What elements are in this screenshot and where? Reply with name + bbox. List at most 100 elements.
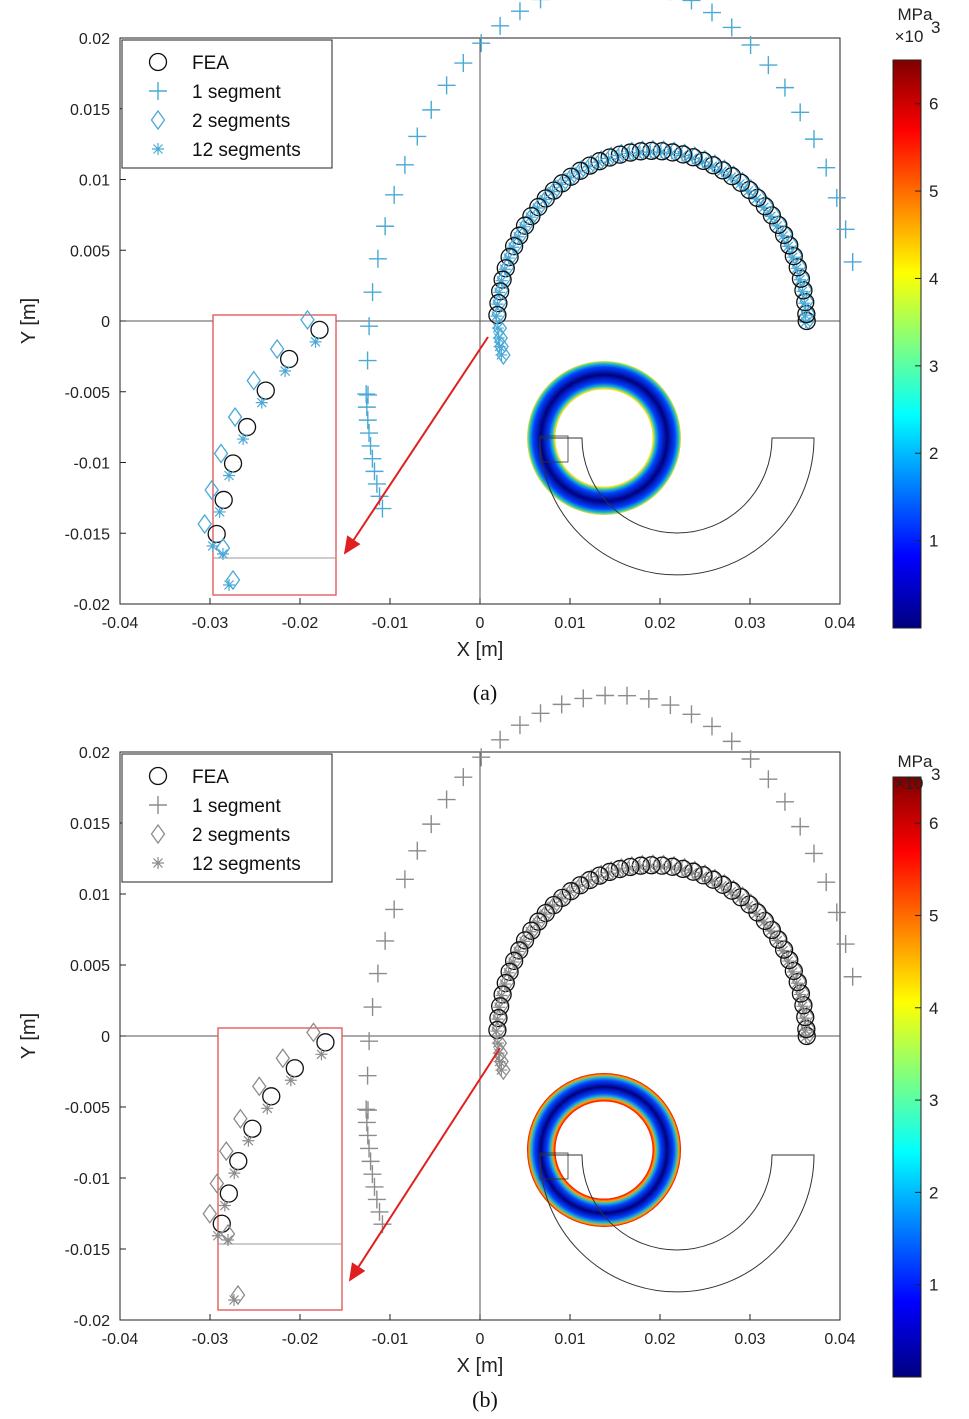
- twelve-segment-point: [696, 155, 709, 168]
- colorbar-tick-label: 4: [929, 999, 938, 1018]
- one-segment-point: [385, 900, 404, 919]
- fea-point: [713, 875, 733, 894]
- fea-point: [571, 161, 590, 180]
- one-segment-point: [395, 155, 414, 174]
- twelve-segment-point: [786, 965, 799, 978]
- one-segment-point: [531, 0, 550, 9]
- twelve-segment-point: [676, 863, 689, 876]
- one-segment-point: [531, 704, 550, 723]
- one-segment-point: [370, 1202, 389, 1221]
- twelve-segment-point: [665, 147, 678, 160]
- y-tick-label: 0.02: [79, 31, 110, 48]
- y-tick-label: 0.015: [70, 102, 110, 119]
- twelve-segment-point: [799, 1024, 812, 1037]
- twelve-segment-point: [733, 177, 746, 190]
- twelve-segment-point: [757, 915, 770, 928]
- one-segment-point: [618, 686, 637, 705]
- fea-point: [704, 156, 723, 175]
- one-segment-point: [472, 748, 491, 767]
- twelve-segment-point: [495, 1064, 508, 1077]
- one-segment-point: [358, 411, 377, 430]
- two-segment-point: [209, 1173, 225, 1194]
- two-segment-point: [202, 1203, 218, 1224]
- one-segment-point: [491, 730, 510, 749]
- one-segment-point: [368, 964, 387, 983]
- twelve-segment-point: [518, 220, 531, 233]
- twelve-segment-point: [796, 285, 809, 298]
- fea-point: [515, 931, 535, 950]
- one-segment-point: [817, 873, 836, 892]
- twelve-segment-point: [563, 171, 576, 184]
- colorbar-scale: ×10: [895, 774, 924, 793]
- fea-point: [491, 997, 510, 1016]
- chart-panel-b: -0.04 -0.03 -0.02 -0.01 0 0.01 0.02 0.03 0.04 0.0…: [18, 686, 940, 1412]
- twelve-segment-point: [491, 298, 504, 311]
- one-segment-point: [722, 18, 741, 37]
- colorbar-scale-exponent: 3: [931, 18, 940, 37]
- y-tick-label: 0.005: [70, 243, 110, 260]
- zoom-arrow: [348, 1047, 501, 1282]
- two-segment-point: [218, 1141, 234, 1162]
- y-tick-label: 0.01: [79, 887, 110, 904]
- legend-label: 1 segment: [192, 82, 281, 103]
- x-tick-label: -0.03: [192, 615, 229, 632]
- fea-point: [500, 247, 519, 267]
- colorbar-unit: MPa: [898, 752, 934, 771]
- one-segment-point: [702, 717, 721, 736]
- fea-point: [510, 226, 529, 245]
- x-tick-label: -0.02: [282, 1331, 319, 1348]
- twelve-segment-point: [750, 907, 763, 920]
- twelve-segment-point: [490, 1025, 503, 1038]
- fea-point: [571, 876, 590, 895]
- colorbar: [892, 776, 922, 1378]
- one-segment-point: [358, 1101, 377, 1120]
- fea-point: [652, 142, 672, 161]
- one-segment-point: [408, 127, 427, 146]
- fea-point: [489, 294, 508, 313]
- colorbar-unit: MPa: [898, 5, 934, 24]
- x-axis-label: X [m]: [457, 1355, 504, 1377]
- one-segment-point: [775, 78, 794, 97]
- twelve-segment-point: [777, 229, 790, 242]
- twelve-segment-point: [546, 185, 559, 198]
- twelve-segment-point: [507, 955, 520, 968]
- twelve-segment-point: [531, 916, 544, 929]
- two-segment-point: [269, 338, 285, 360]
- fea-point: [788, 972, 807, 992]
- one-segment-point: [741, 35, 760, 54]
- one-segment-point: [365, 462, 384, 481]
- twelve-segment-point: [242, 1134, 255, 1147]
- x-tick-label: 0.02: [644, 1331, 675, 1348]
- x-tick-label: 0.03: [734, 1331, 765, 1348]
- y-tick-label: -0.02: [74, 597, 111, 614]
- twelve-segment-point: [228, 1167, 241, 1180]
- legend-label: 12 segments: [192, 854, 301, 875]
- two-segment-point: [233, 1108, 248, 1129]
- colorbar-scale: ×10: [895, 27, 924, 46]
- twelve-segment-point: [152, 143, 164, 155]
- twelve-segment-point: [655, 860, 668, 873]
- twelve-segment-point: [573, 165, 586, 178]
- twelve-segment-point: [793, 988, 806, 1001]
- fea-point: [704, 870, 723, 889]
- colorbar-tick-label: 6: [929, 95, 938, 114]
- twelve-segment-point: [255, 396, 268, 409]
- twelve-segment-point: [206, 539, 219, 552]
- fea-point: [673, 145, 693, 164]
- colorbar-tick-label: 3: [929, 357, 938, 376]
- fea-point: [788, 258, 807, 277]
- twelve-segment-point: [237, 433, 250, 446]
- two-segment-point: [227, 406, 243, 428]
- colorbar-scale-exponent: 3: [931, 765, 940, 784]
- twelve-segment-point: [686, 866, 699, 879]
- twelve-segment-point: [706, 874, 719, 887]
- y-tick-label: 0: [101, 314, 110, 331]
- twelve-segment-point: [491, 1037, 504, 1050]
- one-segment-point: [454, 54, 473, 73]
- one-segment-point: [741, 750, 760, 769]
- fea-point: [794, 996, 813, 1015]
- two-segment-point: [213, 443, 229, 464]
- legend-box: [121, 39, 333, 169]
- fea-point: [652, 856, 672, 875]
